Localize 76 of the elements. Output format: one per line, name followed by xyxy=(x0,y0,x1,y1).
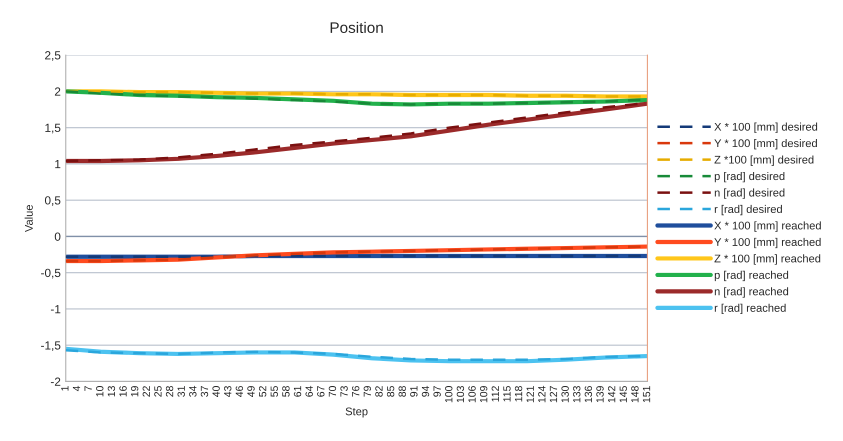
legend-label: X * 100 [mm] reached xyxy=(714,221,821,232)
y-axis-title: Value xyxy=(24,204,33,232)
legend-label: r [rad] reached xyxy=(714,304,786,314)
x-tick-label: 64 xyxy=(305,386,313,397)
x-tick-label: 13 xyxy=(108,386,116,396)
x-tick-label: 52 xyxy=(258,386,266,397)
legend-label: Z *100 [mm] desired xyxy=(714,155,814,166)
y-tick-label: -0,5 xyxy=(41,268,60,278)
x-tick-label: 148 xyxy=(631,386,639,402)
x-tick-label: 121 xyxy=(526,386,534,402)
x-tick-label: 145 xyxy=(620,386,627,402)
x-tick-label: 139 xyxy=(596,386,604,402)
x-tick-label: 100 xyxy=(445,386,452,402)
x-tick-label: 112 xyxy=(492,386,499,402)
x-tick-label: 28 xyxy=(166,386,174,397)
x-tick-label: 43 xyxy=(224,386,232,397)
legend-label: n [rad] reached xyxy=(714,287,788,298)
legend-label: Y * 100 [mm] reached xyxy=(714,238,821,248)
x-tick-label: 37 xyxy=(200,386,208,397)
x-tick-label: 85 xyxy=(386,386,394,397)
x-tick-label: 7 xyxy=(84,386,92,391)
legend-label: X * 100 [mm] desired xyxy=(714,122,818,133)
y-tick-label: 1 xyxy=(55,160,60,168)
x-tick-label: 124 xyxy=(538,386,546,402)
x-tick-label: 34 xyxy=(189,386,197,397)
x-tick-label: 67 xyxy=(317,386,324,397)
x-tick-label: 94 xyxy=(422,386,430,397)
legend-label: p [rad] desired xyxy=(714,172,784,182)
y-tick-label: -1 xyxy=(50,305,60,314)
x-tick-label: 19 xyxy=(130,386,138,396)
x-tick-label: 49 xyxy=(247,386,255,397)
x-tick-label: 118 xyxy=(514,386,522,402)
x-tick-label: 70 xyxy=(328,386,336,397)
x-tick-label: 46 xyxy=(236,386,244,397)
x-tick-label: 151 xyxy=(642,386,650,402)
x-tick-label: 106 xyxy=(468,386,476,402)
x-tick-label: 130 xyxy=(561,386,569,402)
x-tick-label: 142 xyxy=(608,386,616,402)
legend-label: Y * 100 [mm] desired xyxy=(714,139,817,150)
legend-label: p [rad] reached xyxy=(714,270,788,282)
x-axis-title: Step xyxy=(346,407,368,418)
x-tick-label: 88 xyxy=(398,386,406,397)
y-tick-label: 0,5 xyxy=(44,196,60,206)
x-tick-label: 10 xyxy=(96,386,104,396)
y-tick-label: 2,5 xyxy=(45,51,60,61)
x-tick-label: 25 xyxy=(154,386,162,397)
x-tick-label: 31 xyxy=(178,386,185,397)
x-tick-label: 82 xyxy=(375,386,383,397)
x-tick-label: 4 xyxy=(72,386,80,392)
legend-label: r [rad] desired xyxy=(714,204,782,216)
x-tick-label: 16 xyxy=(119,386,127,396)
x-tick-label: 97 xyxy=(433,386,441,397)
y-tick-label: 2 xyxy=(54,87,60,96)
x-tick-label: 73 xyxy=(340,386,348,397)
y-tick-label: 1,5 xyxy=(45,124,60,134)
x-tick-label: 55 xyxy=(270,386,278,397)
x-tick-label: 127 xyxy=(550,386,558,402)
x-tick-label: 22 xyxy=(142,386,150,397)
x-tick-label: 79 xyxy=(364,386,372,397)
x-tick-label: 91 xyxy=(410,386,418,397)
x-tick-label: 133 xyxy=(573,386,580,402)
legend-label: n [rad] desired xyxy=(714,188,784,199)
y-tick-label: -1,5 xyxy=(41,341,60,351)
x-tick-label: 1 xyxy=(61,386,68,391)
y-tick-label: -2 xyxy=(50,378,60,386)
x-tick-label: 103 xyxy=(456,386,464,402)
y-tick-label: 0 xyxy=(54,232,60,241)
x-tick-label: 115 xyxy=(503,386,511,402)
x-tick-label: 109 xyxy=(480,386,488,402)
x-tick-label: 58 xyxy=(282,386,290,397)
x-tick-label: 136 xyxy=(584,386,592,402)
chart-title: Position xyxy=(330,22,383,34)
legend-label: Z * 100 [mm] reached xyxy=(714,254,820,265)
x-tick-label: 40 xyxy=(212,386,220,397)
x-tick-label: 76 xyxy=(352,386,360,397)
x-tick-label: 61 xyxy=(294,386,302,397)
